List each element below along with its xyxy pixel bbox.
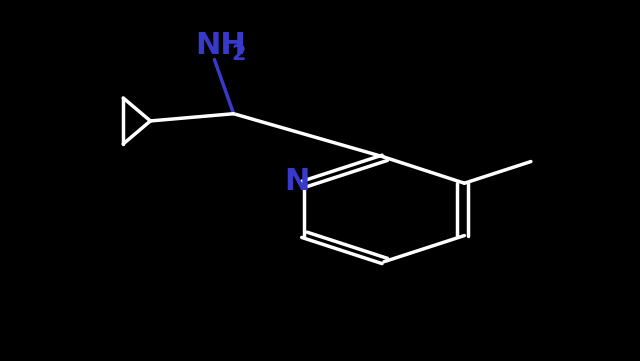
Text: N: N bbox=[285, 167, 310, 196]
Text: NH: NH bbox=[195, 31, 246, 60]
Text: 2: 2 bbox=[232, 44, 246, 64]
